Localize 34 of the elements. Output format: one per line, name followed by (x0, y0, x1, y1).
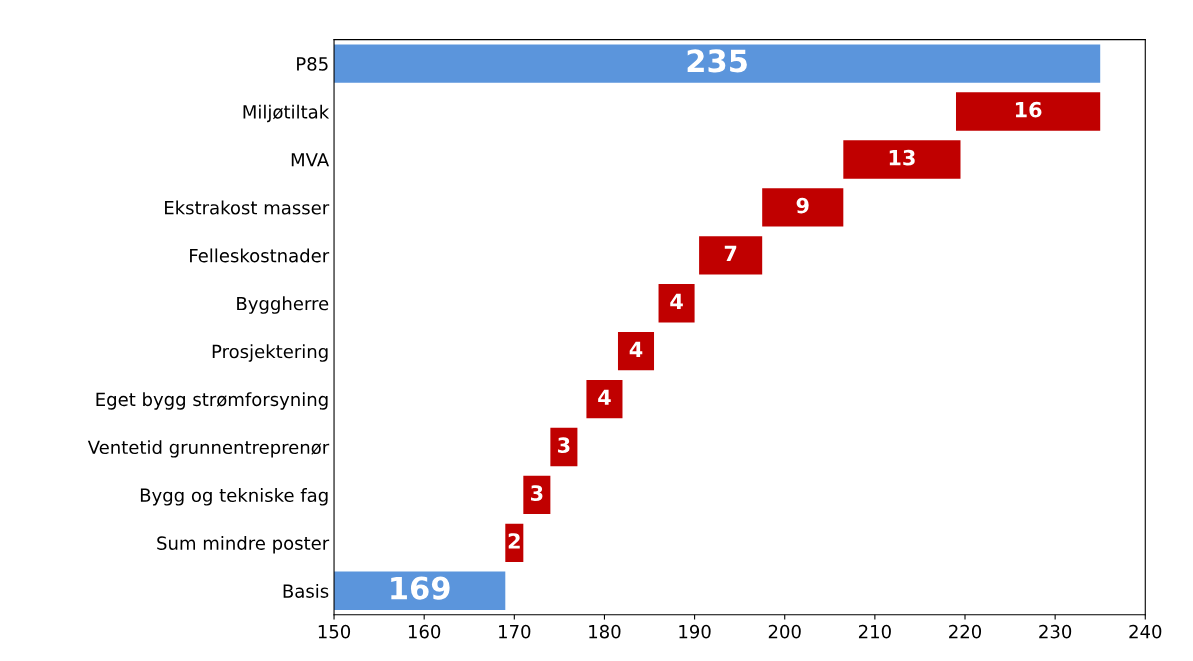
y-tick-label: Prosjektering (212, 344, 328, 362)
y-tick-label: Byggherre (237, 296, 329, 314)
data-label: 4 (629, 341, 643, 357)
data-label: 4 (598, 389, 611, 405)
x-tick-label: 150 (318, 624, 351, 639)
data-label: 16 (1015, 101, 1042, 118)
x-tick-label: 220 (949, 624, 982, 639)
x-tick-label: 240 (1129, 624, 1162, 639)
x-tick-label: 210 (858, 624, 891, 639)
y-tick-label: Bygg og tekniske fag (140, 488, 328, 506)
y-tick-label: P85 (297, 57, 328, 71)
data-label: 3 (531, 485, 543, 501)
y-tick-label: Ventetid grunnentreprenør (87, 440, 330, 458)
y-tick-label: Miljøtiltak (243, 104, 330, 123)
y-tick-label: Felleskostnader (190, 248, 330, 263)
y-tick-label: Eget bygg strømforsyning (96, 392, 328, 410)
x-tick-label: 160 (408, 624, 441, 639)
x-tick-label: 180 (589, 624, 621, 639)
data-label: 4 (670, 293, 683, 309)
data-label: 9 (796, 197, 809, 214)
data-label: 7 (724, 245, 737, 262)
data-label: 3 (558, 437, 570, 454)
x-tick-label: 190 (679, 624, 711, 639)
data-label: 235 (687, 49, 747, 73)
data-label: 169 (391, 576, 450, 600)
y-tick-label: Ekstrakost masser (165, 200, 330, 215)
data-label: 2 (508, 533, 520, 549)
x-tick-label: 200 (768, 624, 801, 639)
y-tick-label: Basis (283, 583, 329, 598)
y-tick-label: MVA (291, 153, 330, 167)
x-tick-label: 230 (1039, 624, 1072, 639)
x-tick-label: 170 (499, 624, 531, 639)
data-label: 13 (889, 149, 915, 166)
y-tick-label: Sum mindre poster (157, 535, 330, 554)
